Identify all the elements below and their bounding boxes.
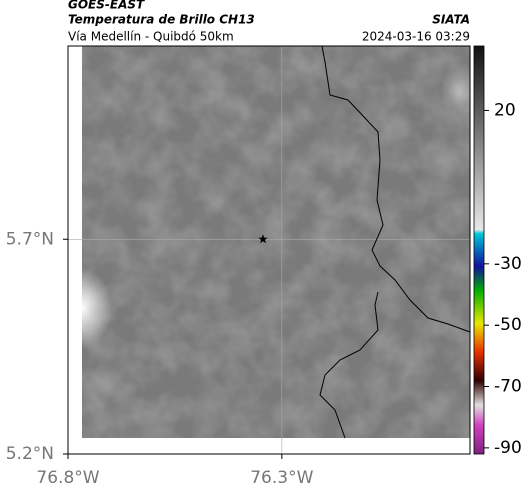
colorbar-tick-label: -70 <box>494 377 522 397</box>
y-tick-label: 5.7°N <box>6 229 54 249</box>
borders <box>319 45 471 439</box>
colorbar <box>473 45 485 455</box>
y-tick-label: 5.2°N <box>6 444 54 464</box>
colorbar-tick-label: -90 <box>494 438 522 458</box>
brand: SIATA <box>432 13 470 27</box>
timestamp: 2024-03-16 03:29 <box>362 30 470 44</box>
colorbar-tick-label: 20 <box>494 100 516 120</box>
colorbar-tick-label: -30 <box>494 254 522 274</box>
x-tick-label: 76.3°W <box>250 468 313 488</box>
satellite-image <box>82 46 470 438</box>
subtitle: Temperatura de Brillo CH13 <box>68 13 255 27</box>
title: GOES-EAST <box>68 0 145 12</box>
location-marker <box>258 234 268 244</box>
map-frame <box>67 45 471 455</box>
route: Vía Medellín - Quibdó 50km <box>68 30 234 44</box>
colorbar-tick-label: -50 <box>494 315 522 335</box>
x-tick-label: 76.8°W <box>36 468 99 488</box>
